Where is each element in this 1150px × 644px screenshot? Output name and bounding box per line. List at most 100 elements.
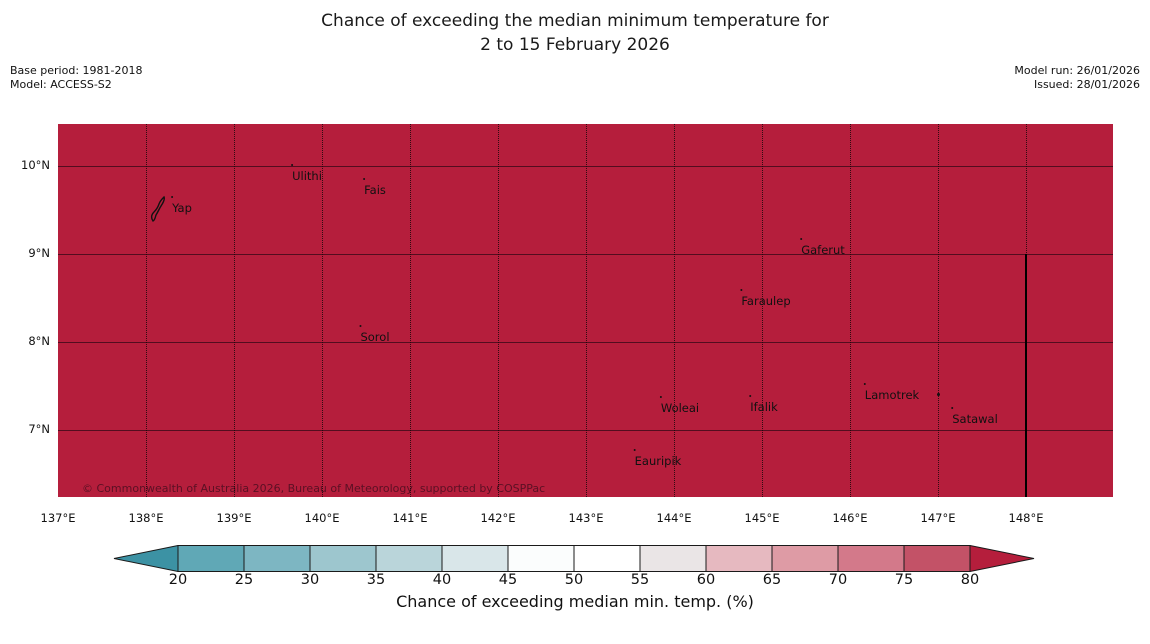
meta-left-block: Base period: 1981-2018 Model: ACCESS-S2 [10, 64, 142, 91]
place-label: Gaferut [800, 238, 845, 257]
v-gridline [762, 124, 763, 497]
place-name-text: Woleai [660, 401, 700, 415]
colorbar-segment [243, 545, 311, 572]
place-name-text: Faraulep [741, 294, 791, 308]
lon-tick-label: 137°E [40, 511, 76, 525]
h-gridline [58, 430, 1113, 431]
place-marker-dot [800, 238, 803, 240]
colorbar-tick-label: 50 [564, 572, 584, 588]
colorbar-segment [375, 545, 443, 572]
place-name-text: Eauripik [634, 454, 682, 468]
colorbar-segment [309, 545, 377, 572]
place-label: Lamotrek [863, 383, 920, 402]
lon-tick-label: 146°E [832, 511, 868, 525]
lat-tick-label: 7°N [28, 422, 50, 436]
place-label: Fais [363, 178, 386, 197]
colorbar-tick-label: 55 [630, 572, 650, 588]
colorbar-tick-label: 75 [894, 572, 914, 588]
colorbar-tick-label: 20 [168, 572, 188, 588]
copyright-text: © Commonwealth of Australia 2026, Bureau… [82, 482, 546, 495]
place-name-text: Gaferut [801, 243, 845, 257]
issued-text: Issued: 28/01/2026 [1033, 77, 1140, 91]
place-marker-dot [749, 395, 752, 397]
colorbar-tick-label: 60 [696, 572, 716, 588]
colorbar-tick-label: 65 [762, 572, 782, 588]
map-area: © Commonwealth of Australia 2026, Bureau… [58, 124, 1113, 497]
colorbar-segment [903, 545, 971, 572]
colorbar-tick-label: 25 [234, 572, 254, 588]
islet-dot [937, 393, 940, 396]
colorbar-tick-label: 80 [960, 572, 980, 588]
v-gridline [322, 124, 323, 497]
v-gridline [410, 124, 411, 497]
place-label: Woleai [659, 396, 700, 415]
colorbar-over-arrow [969, 545, 1035, 572]
place-name-text: Ulithi [292, 169, 322, 183]
place-marker-dot [633, 449, 636, 451]
place-marker-dot [659, 396, 662, 398]
lat-tick-label: 8°N [28, 334, 50, 348]
place-label: Ulithi [291, 164, 322, 183]
h-gridline [58, 342, 1113, 343]
v-gridline [674, 124, 675, 497]
colorbar-segment [639, 545, 707, 572]
model-text: Model: ACCESS-S2 [10, 77, 112, 91]
lon-tick-label: 143°E [568, 511, 604, 525]
colorbar-segment [705, 545, 773, 572]
meta-right-block: Model run: 26/01/2026 Issued: 28/01/2026 [1014, 64, 1140, 91]
chart-title: Chance of exceeding the median minimum t… [0, 9, 1150, 57]
colorbar-segment [177, 545, 245, 572]
colorbar-tick-label: 35 [366, 572, 386, 588]
place-label: Sorol [359, 325, 390, 344]
colorbar-segment [837, 545, 905, 572]
model-run-text: Model run: 26/01/2026 [1014, 64, 1140, 77]
colorbar-segment [573, 545, 641, 572]
yap-island-outline-icon [150, 195, 165, 222]
lat-tick-label: 9°N [28, 246, 50, 260]
lat-tick-label: 10°N [21, 158, 50, 172]
lon-tick-label: 148°E [1008, 511, 1044, 525]
lon-tick-label: 147°E [920, 511, 956, 525]
h-gridline [58, 254, 1113, 255]
place-label: Eauripik [633, 449, 682, 468]
place-marker-dot [171, 196, 174, 198]
colorbar-caption: Chance of exceeding median min. temp. (%… [396, 592, 754, 611]
place-label: Faraulep [740, 289, 791, 308]
lon-tick-label: 138°E [128, 511, 164, 525]
lon-tick-label: 139°E [216, 511, 252, 525]
lon-tick-label: 140°E [304, 511, 340, 525]
v-gridline [146, 124, 147, 497]
v-gridline [234, 124, 235, 497]
place-name-text: Lamotrek [864, 388, 920, 402]
place-marker-dot [359, 325, 362, 327]
colorbar-under-arrow [113, 545, 179, 572]
v-gridline [850, 124, 851, 497]
lon-tick-label: 145°E [744, 511, 780, 525]
v-gridline [586, 124, 587, 497]
place-name-text: Ifalik [750, 400, 778, 414]
place-marker-dot [863, 383, 866, 385]
v-gridline [938, 124, 939, 497]
place-marker-dot [291, 164, 294, 166]
colorbar-segment [441, 545, 509, 572]
colorbar-gradient-bar [113, 545, 1035, 572]
chart-title-line2: 2 to 15 February 2026 [480, 35, 670, 55]
colorbar: 20 25 30 35 40 45 50 55 60 65 70 75 80 [113, 545, 1035, 593]
place-marker-dot [740, 289, 743, 291]
place-label: Ifalik [749, 395, 778, 414]
region-boundary-line [1025, 254, 1027, 497]
base-period-text: Base period: 1981-2018 [10, 64, 143, 77]
place-name-text: Fais [364, 183, 386, 197]
colorbar-tick-label: 30 [300, 572, 320, 588]
place-label: Satawal [951, 407, 998, 426]
place-marker-dot [363, 178, 366, 180]
place-marker-dot [951, 407, 954, 409]
colorbar-segment [771, 545, 839, 572]
v-gridline [498, 124, 499, 497]
chart-title-line1: Chance of exceeding the median minimum t… [321, 11, 829, 31]
lon-tick-label: 142°E [480, 511, 516, 525]
place-name-text: Yap [172, 201, 192, 215]
place-name-text: Satawal [952, 412, 998, 426]
h-gridline [58, 166, 1113, 167]
